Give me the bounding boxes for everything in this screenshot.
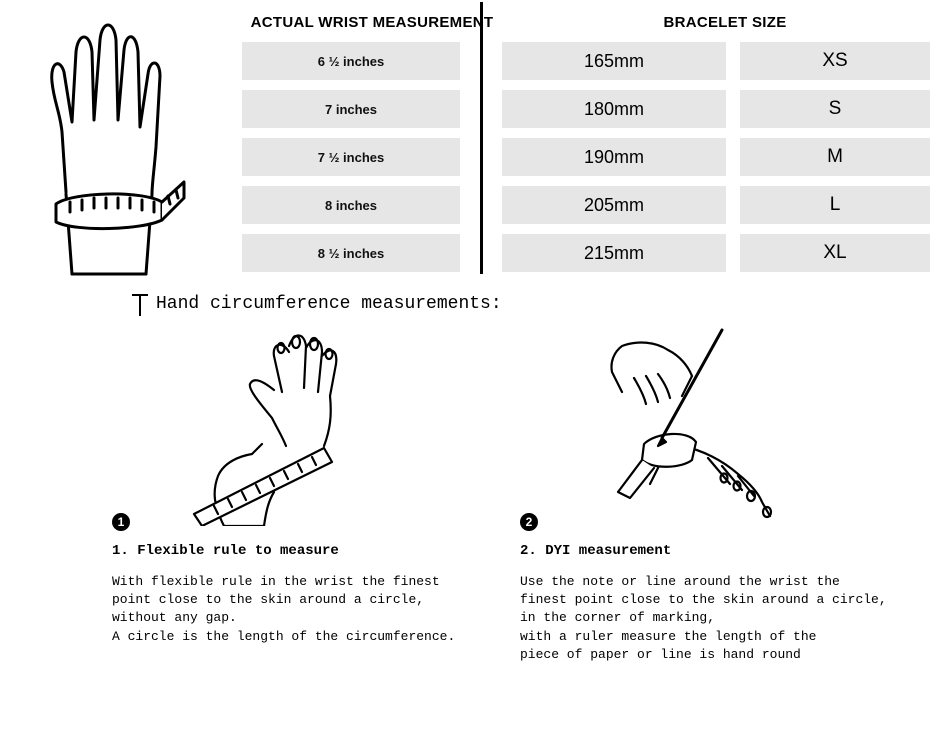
cell-mm: 190mm (502, 138, 726, 176)
size-table: ACTUAL WRIST MEASUREMENT BRACELET SIZE 6… (242, 2, 948, 290)
method-1: 1 (112, 326, 480, 664)
table-row: 7 inches 180mm S (242, 90, 948, 128)
method-title: 1. Flexible rule to measure (112, 543, 480, 559)
flexible-rule-icon (154, 326, 414, 526)
diy-measure-icon (562, 326, 822, 526)
step-number-icon: 2 (520, 513, 538, 531)
t-square-icon (132, 294, 150, 318)
cell-mm: 215mm (502, 234, 726, 272)
method-title: 2. DYI measurement (520, 543, 888, 559)
cell-inches: 8 inches (242, 186, 460, 224)
cell-size: M (740, 138, 930, 176)
cell-size: XL (740, 234, 930, 272)
top-section: ACTUAL WRIST MEASUREMENT BRACELET SIZE 6… (2, 2, 948, 290)
instructions: 1 (2, 326, 948, 664)
cell-size: S (740, 90, 930, 128)
header-bracelet: BRACELET SIZE (502, 14, 948, 31)
mid-label-text: Hand circumference measurements: (156, 294, 502, 314)
cell-mm: 165mm (502, 42, 726, 80)
header-wrist: ACTUAL WRIST MEASUREMENT (242, 14, 502, 31)
step-number-icon: 1 (112, 513, 130, 531)
table-row: 7 ½ inches 190mm M (242, 138, 948, 176)
method-text: With flexible rule in the wrist the fine… (112, 573, 480, 646)
cell-inches: 6 ½ inches (242, 42, 460, 80)
table-row: 6 ½ inches 165mm XS (242, 42, 948, 80)
table-body: 6 ½ inches 165mm XS 7 inches 180mm S 7 ½… (242, 42, 948, 272)
table-row: 8 inches 205mm L (242, 186, 948, 224)
cell-mm: 180mm (502, 90, 726, 128)
cell-inches: 7 ½ inches (242, 138, 460, 176)
cell-inches: 8 ½ inches (242, 234, 460, 272)
table-row: 8 ½ inches 215mm XL (242, 234, 948, 272)
cell-size: XS (740, 42, 930, 80)
cell-mm: 205mm (502, 186, 726, 224)
method-text: Use the note or line around the wrist th… (520, 573, 888, 664)
table-header: ACTUAL WRIST MEASUREMENT BRACELET SIZE (242, 2, 948, 42)
cell-size: L (740, 186, 930, 224)
mid-label: Hand circumference measurements: (132, 294, 948, 318)
cell-inches: 7 inches (242, 90, 460, 128)
hand-diagram (2, 2, 242, 290)
method-2: 2 2. DYI measurement Use (520, 326, 888, 664)
table-divider (480, 2, 483, 274)
hand-measure-icon (12, 12, 212, 282)
